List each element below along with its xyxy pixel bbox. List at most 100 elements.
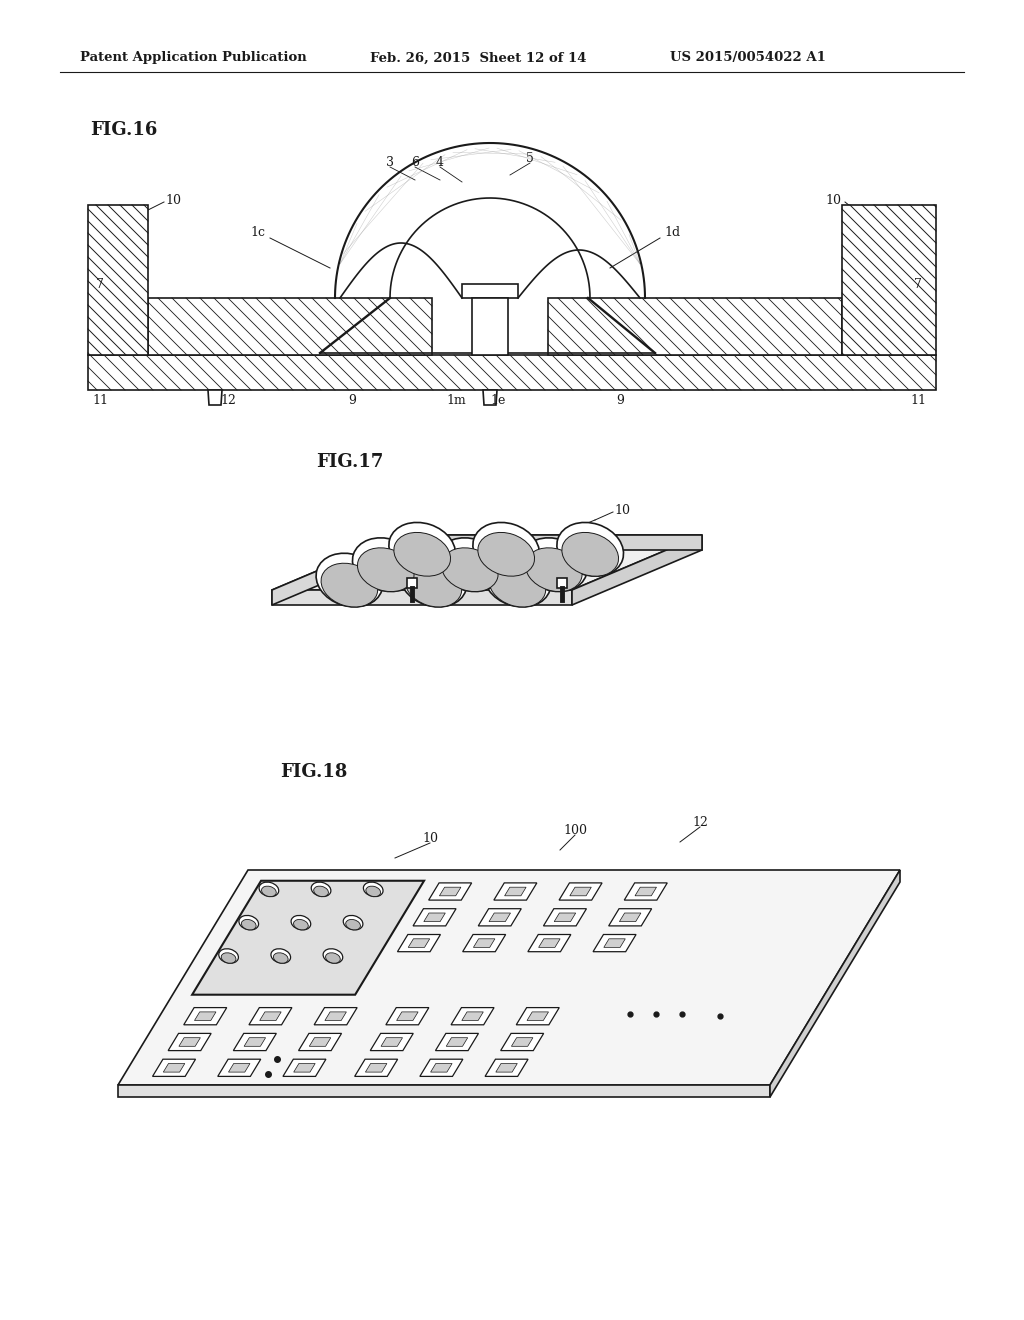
Polygon shape — [272, 590, 572, 605]
Ellipse shape — [436, 537, 503, 591]
Text: 10: 10 — [422, 832, 438, 845]
Ellipse shape — [326, 953, 340, 964]
Polygon shape — [386, 1007, 429, 1024]
Polygon shape — [483, 389, 497, 405]
Ellipse shape — [557, 523, 624, 576]
Polygon shape — [354, 1059, 397, 1076]
Text: 9: 9 — [616, 393, 624, 407]
Polygon shape — [527, 935, 570, 952]
Ellipse shape — [352, 537, 419, 591]
Polygon shape — [473, 939, 495, 948]
Polygon shape — [118, 1085, 770, 1097]
Text: FIG.17: FIG.17 — [316, 453, 383, 471]
Polygon shape — [635, 887, 656, 896]
Text: 7: 7 — [914, 279, 922, 292]
Polygon shape — [431, 1064, 453, 1072]
Polygon shape — [489, 913, 511, 921]
Polygon shape — [366, 1064, 387, 1072]
Polygon shape — [463, 935, 506, 952]
Text: 9: 9 — [348, 393, 356, 407]
Ellipse shape — [346, 920, 360, 929]
Text: 100: 100 — [563, 824, 587, 837]
Polygon shape — [516, 1007, 559, 1024]
Polygon shape — [260, 1012, 282, 1020]
Polygon shape — [439, 887, 461, 896]
Polygon shape — [559, 883, 602, 900]
Text: FIG.18: FIG.18 — [280, 763, 347, 781]
Polygon shape — [244, 1038, 265, 1047]
Polygon shape — [424, 913, 445, 921]
Polygon shape — [228, 1064, 250, 1072]
Polygon shape — [511, 1038, 532, 1047]
Ellipse shape — [259, 882, 279, 896]
Polygon shape — [163, 1064, 184, 1072]
Polygon shape — [195, 1012, 216, 1020]
Ellipse shape — [520, 537, 587, 591]
Polygon shape — [608, 908, 651, 925]
Polygon shape — [371, 1034, 414, 1051]
Ellipse shape — [406, 564, 462, 607]
Polygon shape — [88, 355, 936, 389]
Polygon shape — [272, 535, 402, 605]
Polygon shape — [402, 535, 702, 550]
Polygon shape — [309, 1038, 331, 1047]
Polygon shape — [625, 883, 668, 900]
Ellipse shape — [221, 953, 236, 964]
Ellipse shape — [357, 548, 414, 591]
Ellipse shape — [473, 523, 540, 576]
Polygon shape — [168, 1034, 211, 1051]
Polygon shape — [381, 1038, 402, 1047]
Text: 11: 11 — [92, 393, 108, 407]
Polygon shape — [218, 1059, 261, 1076]
Polygon shape — [272, 535, 702, 590]
Polygon shape — [539, 939, 560, 948]
Polygon shape — [314, 1007, 357, 1024]
Text: Feb. 26, 2015  Sheet 12 of 14: Feb. 26, 2015 Sheet 12 of 14 — [370, 51, 587, 65]
Ellipse shape — [316, 553, 383, 607]
Polygon shape — [409, 939, 430, 948]
Text: 10: 10 — [825, 194, 841, 206]
Text: 12: 12 — [220, 393, 236, 407]
Polygon shape — [179, 1038, 201, 1047]
Polygon shape — [620, 913, 641, 921]
Ellipse shape — [324, 949, 343, 964]
Text: 1e: 1e — [490, 393, 506, 407]
Polygon shape — [505, 887, 526, 896]
Ellipse shape — [261, 886, 276, 896]
Ellipse shape — [441, 548, 498, 591]
Polygon shape — [249, 1007, 292, 1024]
Polygon shape — [233, 1034, 276, 1051]
Text: Patent Application Publication: Patent Application Publication — [80, 51, 307, 65]
Polygon shape — [544, 908, 587, 925]
Ellipse shape — [394, 532, 451, 577]
Polygon shape — [283, 1059, 326, 1076]
Polygon shape — [148, 298, 432, 355]
Polygon shape — [569, 887, 591, 896]
Text: 10: 10 — [614, 503, 630, 516]
Polygon shape — [420, 1059, 463, 1076]
Ellipse shape — [311, 882, 331, 896]
Polygon shape — [554, 913, 575, 921]
Polygon shape — [153, 1059, 196, 1076]
Polygon shape — [435, 1034, 478, 1051]
Polygon shape — [496, 1064, 517, 1072]
Text: 6: 6 — [411, 156, 419, 169]
Polygon shape — [413, 908, 456, 925]
Text: 1d: 1d — [664, 226, 680, 239]
Polygon shape — [397, 935, 440, 952]
Polygon shape — [294, 1064, 315, 1072]
Ellipse shape — [400, 553, 467, 607]
Ellipse shape — [364, 882, 383, 896]
Text: 3: 3 — [386, 156, 394, 169]
Text: 12: 12 — [692, 816, 708, 829]
Ellipse shape — [366, 886, 381, 896]
Polygon shape — [88, 205, 148, 355]
Polygon shape — [527, 1012, 549, 1020]
Text: US 2015/0054022 A1: US 2015/0054022 A1 — [670, 51, 826, 65]
Ellipse shape — [313, 886, 329, 896]
Text: FIG.16: FIG.16 — [90, 121, 158, 139]
Ellipse shape — [489, 564, 546, 607]
Ellipse shape — [294, 920, 308, 929]
Ellipse shape — [291, 916, 310, 929]
Polygon shape — [557, 578, 567, 587]
